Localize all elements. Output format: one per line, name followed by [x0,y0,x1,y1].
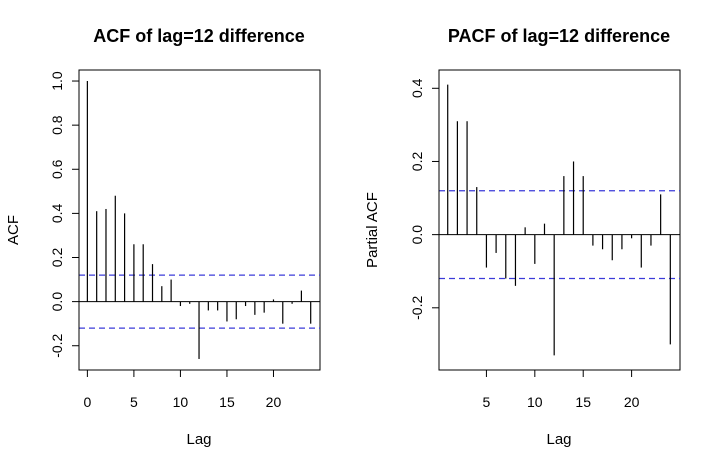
pacf-x-tick-label: 10 [527,394,543,410]
pacf-panel: PACF of lag=12 difference Lag Partial AC… [364,26,681,448]
pacf-y-tick-label: 0.0 [409,225,425,245]
pacf-y-tick-label: -0.2 [409,296,425,320]
pacf-plot-frame [438,69,681,371]
acf-y-tick-label: 0.4 [49,203,65,223]
acf-x-tick-label: 5 [130,394,138,410]
pacf-y-tick-label: 0.4 [409,78,425,98]
acf-panel: ACF of lag=12 difference Lag ACF 0 5 10 15 2… [5,26,321,448]
acf-x-tick-label: 10 [173,394,189,410]
pacf-title: PACF of lag=12 difference [448,26,670,46]
acf-x-tick-label: 15 [219,394,235,410]
pacf-x-tick-label: 15 [575,394,591,410]
pacf-y-axis-label: Partial ACF [364,192,381,268]
pacf-x-tick-label: 20 [624,394,640,410]
pacf-y-tick-label: 0.2 [409,152,425,172]
acf-y-tick-label: 0.6 [49,159,65,179]
pacf-x-tick-label: 5 [483,394,491,410]
pacf-x-axis-label: Lag [546,431,571,448]
acf-title: ACF of lag=12 difference [93,26,305,46]
acf-y-tick-label: 1.0 [49,71,65,91]
acf-y-axis-label: ACF [5,215,22,245]
acf-x-tick-label: 20 [266,394,282,410]
acf-y-tick-label: 0.8 [49,115,65,135]
acf-y-tick-label: 0.0 [49,292,65,312]
acf-y-tick-label: 0.2 [49,248,65,268]
acf-x-tick-label: 0 [83,394,91,410]
acf-x-axis-label: Lag [186,431,211,448]
acf-y-tick-label: -0.2 [49,333,65,357]
